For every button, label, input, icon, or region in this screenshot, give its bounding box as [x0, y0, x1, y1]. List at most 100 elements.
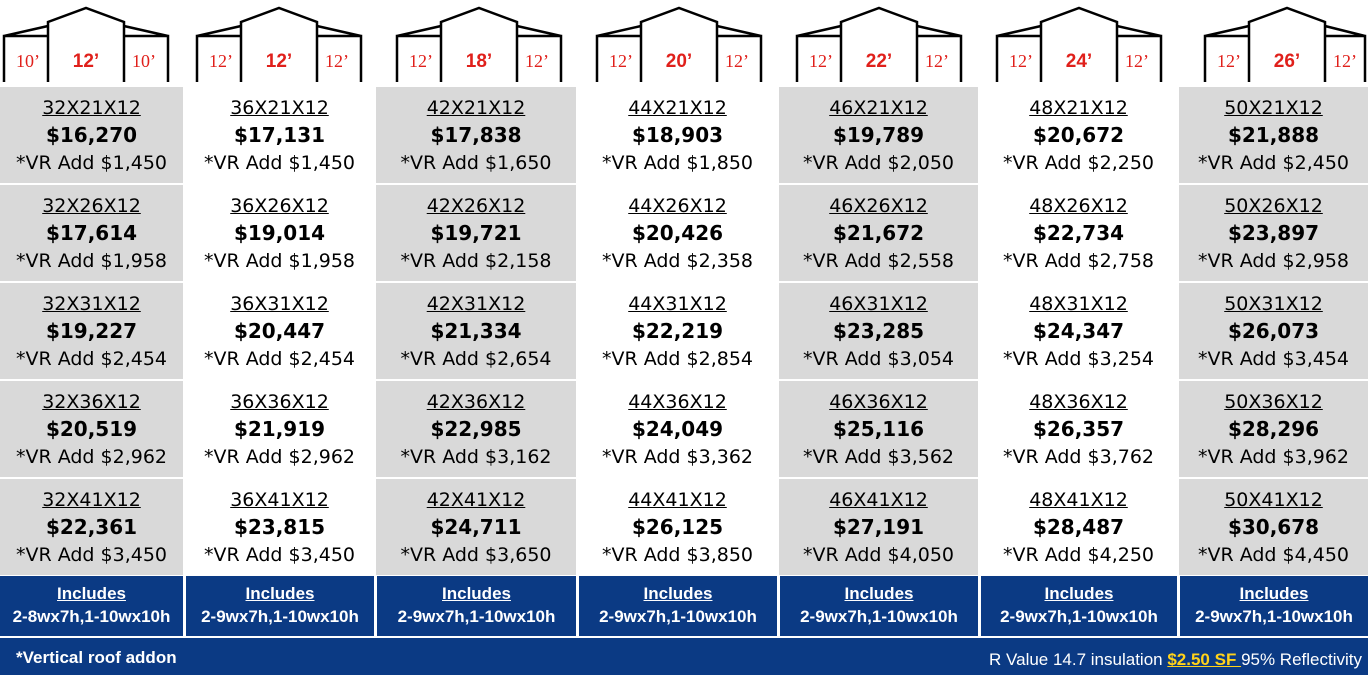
building-price: $17,131: [233, 123, 326, 147]
building-size: 50X26X12: [1224, 195, 1323, 217]
building-size: 48X26X12: [1029, 195, 1128, 217]
vertical-roof-addon-price: *VR Add $2,158: [400, 250, 552, 272]
price-cell: 50X31X12 $26,073 *VR Add $3,454: [1179, 283, 1368, 379]
right-lean-to-width: 10’: [132, 51, 156, 71]
price-cell: 42X26X12 $19,721 *VR Add $2,158: [376, 185, 576, 281]
includes-title: Includes: [57, 584, 126, 603]
building-price: $22,219: [631, 319, 724, 343]
building-price: $23,815: [233, 515, 326, 539]
vertical-roof-addon-price: *VR Add $2,358: [601, 250, 754, 272]
vertical-roof-addon-price: *VR Add $3,562: [802, 446, 955, 468]
building-size: 44X31X12: [628, 293, 727, 315]
building-price: $26,357: [1032, 417, 1125, 441]
price-cell: 42X36X12 $22,985 *VR Add $3,162: [376, 381, 576, 477]
vertical-roof-addon-price: *VR Add $3,450: [203, 544, 356, 566]
price-cell: 36X36X12 $21,919 *VR Add $2,962: [185, 381, 374, 477]
vertical-roof-addon-price: *VR Add $2,962: [15, 446, 168, 468]
building-price: $19,014: [233, 221, 326, 245]
price-cell: 44X31X12 $22,219 *VR Add $2,854: [578, 283, 777, 379]
building-size: 36X36X12: [230, 391, 329, 413]
price-cell: 44X36X12 $24,049 *VR Add $3,362: [578, 381, 777, 477]
building-price: $20,672: [1032, 123, 1125, 147]
left-lean-to-width: 12’: [1009, 51, 1033, 71]
vertical-roof-addon-price: *VR Add $4,050: [802, 544, 955, 566]
includes-title: Includes: [442, 584, 511, 603]
price-cell: 36X21X12 $17,131 *VR Add $1,450: [185, 87, 374, 183]
center-width: 20’: [665, 51, 693, 72]
includes-title: Includes: [643, 584, 713, 603]
building-price: $28,487: [1032, 515, 1125, 539]
building-price: $24,347: [1032, 319, 1125, 343]
barn-outline-icon: [1203, 6, 1367, 82]
left-lean-to-width: 12’: [409, 51, 433, 71]
vertical-roof-addon-price: *VR Add $1,958: [203, 250, 356, 272]
building-price: $20,519: [45, 417, 138, 441]
price-cell: 48X31X12 $24,347 *VR Add $3,254: [980, 283, 1177, 379]
vertical-roof-addon-price: *VR Add $3,454: [1197, 348, 1350, 370]
right-lean-to-width: 12’: [725, 51, 749, 71]
building-size: 46X31X12: [829, 293, 928, 315]
building-size: 46X41X12: [829, 489, 928, 511]
building-price: $17,838: [430, 123, 522, 147]
right-lean-to-width: 12’: [325, 51, 349, 71]
insulation-info: R Value 14.7 insulation $2.50 SF 95% Ref…: [989, 650, 1362, 670]
barn-outline-icon: [2, 6, 170, 82]
barn-diagram-col-3: 12’ 18’ 12’: [395, 0, 571, 87]
building-price: $24,711: [430, 515, 522, 539]
vertical-roof-addon-price: *VR Add $1,450: [15, 152, 168, 174]
vertical-roof-addon-price: *VR Add $2,758: [1002, 250, 1155, 272]
building-size: 32X21X12: [42, 97, 141, 119]
building-size: 48X41X12: [1029, 489, 1128, 511]
building-size: 42X36X12: [426, 391, 526, 413]
building-price: $21,672: [832, 221, 925, 245]
includes-detail: 2-8wx7h,1-10wx10h: [12, 607, 171, 626]
building-price: $18,903: [631, 123, 724, 147]
vertical-roof-addon-price: *VR Add $3,650: [400, 544, 552, 566]
building-size: 50X36X12: [1224, 391, 1323, 413]
barn-diagram-col-4: 12’ 20’ 12’: [595, 0, 771, 87]
includes-detail: 2-9wx7h,1-10wx10h: [201, 607, 359, 626]
includes-title: Includes: [1239, 584, 1309, 603]
left-lean-to-width: 12’: [209, 51, 233, 71]
vertical-roof-addon-price: *VR Add $2,454: [203, 348, 356, 370]
barn-outline-icon: [995, 6, 1163, 82]
vertical-roof-addon-price: *VR Add $3,362: [601, 446, 754, 468]
barn-outline-icon: [195, 6, 363, 82]
vertical-roof-addon-price: *VR Add $2,854: [601, 348, 754, 370]
barn-outline-icon: [795, 6, 963, 82]
building-size: 32X31X12: [42, 293, 141, 315]
building-price: $17,614: [45, 221, 138, 245]
center-width: 24’: [1065, 51, 1093, 72]
barn-outline-icon: [595, 6, 763, 82]
includes-cell: Includes 2-9wx7h,1-10wx10h: [186, 576, 374, 636]
building-size: 44X36X12: [628, 391, 727, 413]
building-price: $19,227: [45, 319, 138, 343]
building-size: 32X41X12: [42, 489, 141, 511]
building-price: $28,296: [1227, 417, 1320, 441]
vertical-roof-addon-price: *VR Add $2,050: [802, 152, 955, 174]
price-cell: 44X21X12 $18,903 *VR Add $1,850: [578, 87, 777, 183]
includes-cell: Includes 2-9wx7h,1-10wx10h: [579, 576, 777, 636]
price-cell: 42X41X12 $24,711 *VR Add $3,650: [376, 479, 576, 575]
building-size: 50X21X12: [1224, 97, 1323, 119]
building-size: 42X41X12: [426, 489, 526, 511]
building-size: 44X41X12: [628, 489, 727, 511]
price-cell: 44X26X12 $20,426 *VR Add $2,358: [578, 185, 777, 281]
price-cell: 32X26X12 $17,614 *VR Add $1,958: [0, 185, 183, 281]
building-size: 50X41X12: [1224, 489, 1323, 511]
building-price: $16,270: [45, 123, 138, 147]
center-width: 12’: [72, 51, 100, 72]
left-lean-to-width: 10’: [16, 51, 40, 71]
includes-cell: Includes 2-9wx7h,1-10wx10h: [981, 576, 1177, 636]
price-cell: 32X36X12 $20,519 *VR Add $2,962: [0, 381, 183, 477]
price-cell: 50X41X12 $30,678 *VR Add $4,450: [1179, 479, 1368, 575]
includes-title: Includes: [245, 584, 315, 603]
includes-cell: Includes 2-9wx7h,1-10wx10h: [377, 576, 576, 636]
price-cell: 46X26X12 $21,672 *VR Add $2,558: [779, 185, 978, 281]
includes-detail: 2-9wx7h,1-10wx10h: [800, 607, 958, 626]
vertical-roof-addon-price: *VR Add $3,254: [1002, 348, 1155, 370]
building-size: 42X21X12: [426, 97, 526, 119]
building-price: $22,361: [45, 515, 138, 539]
price-cell: 32X31X12 $19,227 *VR Add $2,454: [0, 283, 183, 379]
vertical-roof-addon-price: *VR Add $3,450: [15, 544, 168, 566]
